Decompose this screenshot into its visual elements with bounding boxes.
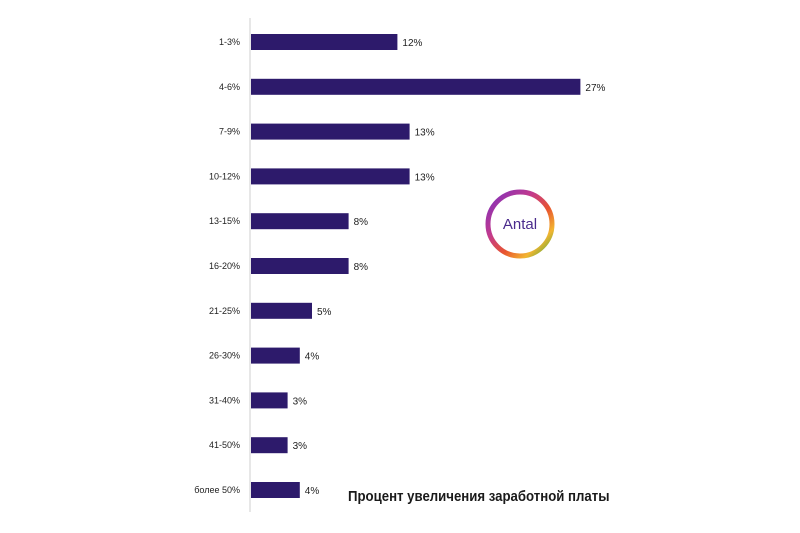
value-label: 4%: [305, 352, 320, 363]
category-label: 21-25%: [209, 306, 240, 316]
bar-7: [251, 347, 300, 364]
category-label: 7-9%: [219, 127, 240, 137]
bar-3: [251, 168, 410, 185]
bar-2: [251, 123, 410, 140]
value-label: 13%: [415, 172, 435, 183]
bar-9: [251, 437, 288, 454]
bar-6: [251, 302, 312, 319]
value-label: 3%: [293, 441, 308, 452]
bar-5: [251, 258, 349, 274]
value-label: 8%: [354, 217, 369, 228]
category-label: 10-12%: [209, 171, 240, 181]
value-label: 3%: [293, 396, 308, 407]
category-label: 1-3%: [219, 37, 240, 47]
category-label: 4-6%: [219, 82, 240, 92]
bar-8: [251, 392, 288, 409]
value-label: 13%: [415, 128, 435, 139]
antal-logo: Antal: [484, 188, 556, 260]
value-label: 5%: [317, 307, 332, 318]
category-label: более 50%: [194, 485, 240, 495]
bars-layer: 1-3% 12% 4-6% 27% 7-9% 13% 10-12% 13% 13-15% 8% 16…: [194, 34, 606, 498]
value-label: 4%: [305, 486, 320, 497]
value-label: 12%: [402, 38, 422, 49]
bar-0: [251, 34, 398, 50]
bar-10: [251, 482, 300, 498]
value-label: 8%: [354, 262, 369, 273]
chart-caption: Процент увеличения заработной платы: [348, 488, 610, 505]
bar-1: [251, 78, 581, 95]
category-label: 31-40%: [209, 395, 240, 405]
category-label: 41-50%: [209, 440, 240, 450]
category-label: 26-30%: [209, 351, 240, 361]
logo-text: Antal: [503, 216, 537, 233]
value-label: 27%: [585, 83, 605, 94]
category-label: 13-15%: [209, 216, 240, 226]
bar-4: [251, 213, 349, 230]
category-label: 16-20%: [209, 261, 240, 271]
